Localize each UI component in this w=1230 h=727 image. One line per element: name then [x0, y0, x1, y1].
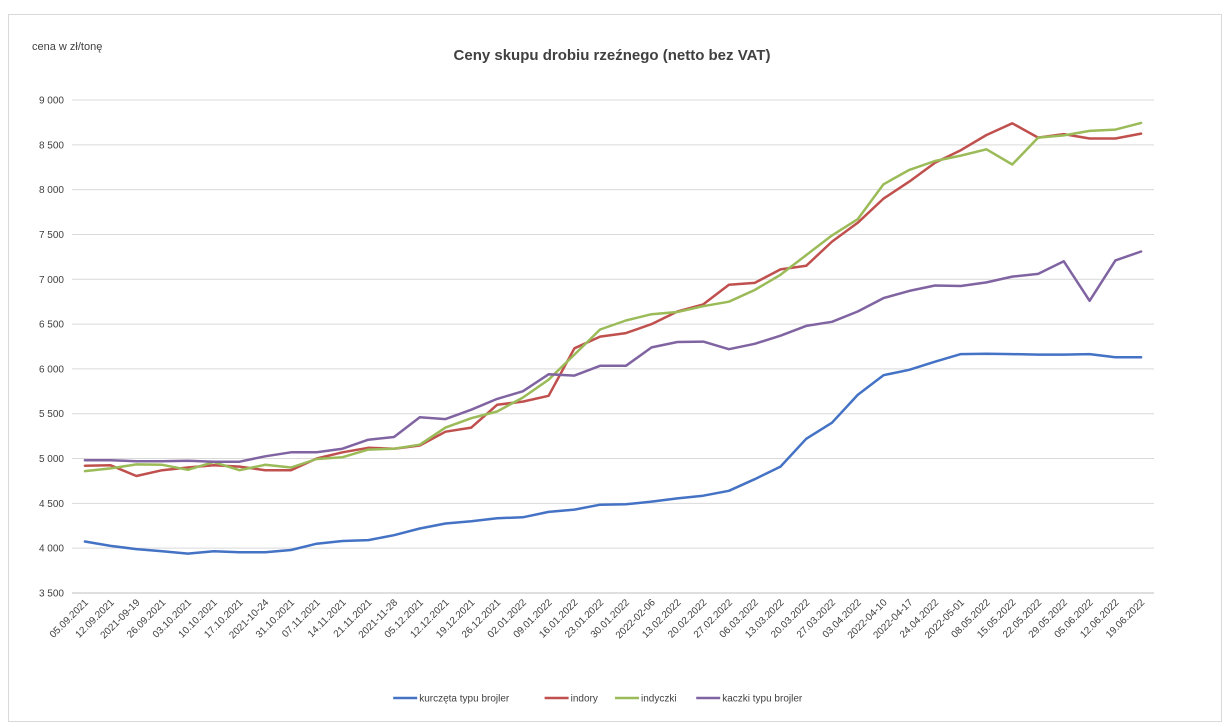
y-tick-label: 6 500 — [39, 320, 64, 331]
legend-label: kurczęta typu brojler — [419, 694, 510, 705]
y-axis-label: cena w zł/tonę — [32, 41, 102, 53]
legend-label: kaczki typu brojler — [722, 694, 803, 705]
legend: kurczęta typu brojler indory indyczki kaczk… — [393, 694, 803, 705]
y-tick-label: 8 000 — [39, 185, 64, 196]
y-tick-label: 9 000 — [39, 96, 64, 107]
y-tick-label: 7 000 — [39, 275, 64, 286]
chart-frame: cena w zł/tonę Ceny skupu drobiu rzeźneg… — [8, 14, 1222, 722]
series-line-0 — [83, 352, 1143, 555]
legend-item: indyczki — [615, 694, 677, 705]
legend-label: indyczki — [641, 694, 677, 705]
series-line-1 — [83, 122, 1143, 478]
y-tick-label: 4 500 — [39, 499, 64, 510]
legend-item: kurczęta typu brojler — [393, 694, 510, 705]
y-tick-label: 7 500 — [39, 230, 64, 241]
series-line-3 — [83, 250, 1143, 463]
legend-label: indory — [571, 694, 598, 705]
y-tick-label: 3 500 — [39, 589, 64, 600]
y-tick-label: 5 500 — [39, 409, 64, 420]
y-tick-label: 6 000 — [39, 364, 64, 375]
legend-item: indory — [544, 694, 598, 705]
gridlines — [72, 99, 1154, 594]
y-tick-label: 8 500 — [39, 140, 64, 151]
y-tick-label: 4 000 — [39, 544, 64, 555]
series-line-2 — [83, 121, 1143, 473]
y-axis-ticks: 3 500 4 000 4 500 5 000 5 500 6 000 6 500 7 000… — [39, 96, 64, 600]
y-tick-label: 5 000 — [39, 454, 64, 465]
chart-title: Ceny skupu drobiu rzeźnego (netto bez VA… — [454, 47, 771, 64]
x-axis-ticks: 05.09.202112.09.20212021-09-1926.09.2021… — [48, 597, 1148, 641]
line-chart: cena w zł/tonę Ceny skupu drobiu rzeźneg… — [32, 41, 1154, 705]
series-lines — [83, 121, 1143, 555]
legend-item: kaczki typu brojler — [696, 694, 803, 705]
